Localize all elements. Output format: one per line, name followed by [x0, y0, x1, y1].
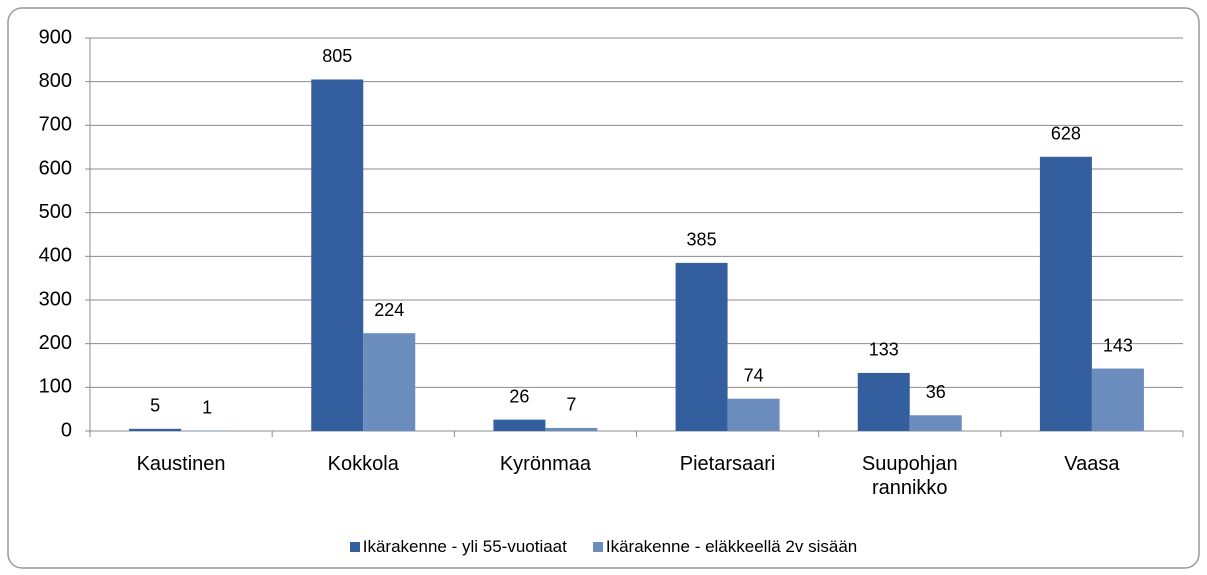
- legend-label: Ikärakenne - eläkkeellä 2v sisään: [605, 537, 858, 556]
- bar: [727, 398, 780, 431]
- y-tick-label: 800: [39, 70, 72, 92]
- bar: [675, 262, 728, 431]
- data-label: 36: [926, 382, 946, 402]
- y-tick-label: 700: [39, 114, 72, 136]
- data-label: 5: [150, 396, 160, 416]
- y-tick-label: 100: [39, 376, 72, 398]
- data-label: 26: [509, 386, 529, 406]
- x-tick-label: Vaasa: [1064, 453, 1120, 475]
- x-tick-label: Kyrönmaa: [499, 453, 591, 475]
- data-label: 133: [869, 340, 899, 360]
- bar: [363, 333, 416, 431]
- data-label: 7: [566, 395, 576, 415]
- data-label: 74: [744, 365, 764, 385]
- bar: [493, 419, 546, 431]
- x-tick-label: Pietarsaari: [679, 453, 776, 475]
- bar: [129, 428, 182, 431]
- bar: [1039, 156, 1092, 432]
- legend-swatch: [349, 542, 360, 552]
- data-label: 385: [687, 230, 717, 250]
- data-label: 224: [374, 300, 404, 320]
- x-tick-label: Suupohjan rannikko: [861, 453, 958, 499]
- y-tick-label: 400: [39, 245, 72, 267]
- y-tick-label: 300: [39, 288, 72, 310]
- bar: [909, 415, 962, 431]
- x-tick-label: Kokkola: [327, 453, 399, 475]
- bar: [311, 79, 364, 431]
- legend-swatch: [592, 542, 603, 552]
- y-tick-label: 600: [39, 157, 72, 179]
- x-tick-label: Kaustinen: [136, 453, 226, 475]
- bar: [545, 427, 598, 431]
- legend-label: Ikärakenne - yli 55-vuotiaat: [362, 537, 567, 556]
- legend-item: Ikärakenne - eläkkeellä 2v sisään: [592, 537, 858, 557]
- data-label: 805: [322, 46, 352, 66]
- data-label: 1: [202, 397, 212, 417]
- y-tick-label: 900: [39, 26, 72, 48]
- legend-item: Ikärakenne - yli 55-vuotiaat: [349, 537, 567, 557]
- y-tick-label: 0: [61, 419, 72, 441]
- bar: [857, 372, 910, 431]
- data-label: 143: [1103, 335, 1133, 355]
- legend: Ikärakenne - yli 55-vuotiaat Ikärakenne -…: [0, 537, 1207, 557]
- bar: [1091, 368, 1144, 431]
- chart-frame: [7, 7, 1200, 569]
- data-label: 628: [1051, 124, 1081, 144]
- y-tick-label: 200: [39, 332, 72, 354]
- y-tick-label: 500: [39, 201, 72, 223]
